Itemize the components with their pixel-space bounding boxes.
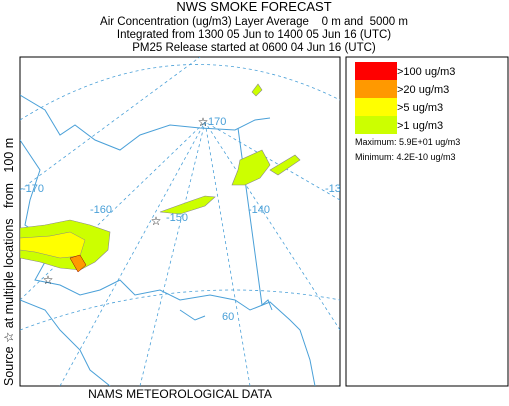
- subtitle: Integrated from 1300 05 Jun to 1400 05 J…: [117, 29, 391, 41]
- map-label: -140: [248, 204, 270, 216]
- subtitle: Air Concentration (ug/m3) Layer Average …: [100, 16, 408, 28]
- graticule: [20, 289, 340, 331]
- legend-label: >5 ug/m3: [397, 102, 443, 114]
- map-label: 170: [208, 116, 226, 128]
- map-label: 60: [222, 311, 234, 323]
- map-label: -130: [325, 183, 347, 195]
- map-label: -150: [166, 212, 188, 224]
- graticule: [204, 121, 340, 201]
- graticule: [20, 121, 206, 301]
- graticule: [20, 64, 340, 121]
- legend-swatch: [355, 98, 397, 116]
- plume: [159, 195, 216, 215]
- legend-label: >1 ug/m3: [397, 120, 443, 132]
- coastline: [20, 299, 111, 386]
- source-star: ☆: [198, 115, 209, 129]
- plume: [269, 154, 301, 176]
- plume: [231, 149, 271, 186]
- side-label: Source ☆ at multiple locations from 100 …: [2, 138, 16, 386]
- source-star: ☆: [151, 214, 162, 228]
- legend-swatch: [355, 80, 397, 98]
- legend-min: Minimum: 4.2E-10 ug/m3: [355, 152, 456, 162]
- legend: Maximum: 5.9E+01 ug/m3 Minimum: 4.2E-10 …: [345, 56, 509, 387]
- coastline: [179, 309, 206, 321]
- source-star: ☆: [43, 273, 54, 287]
- legend-swatch: [355, 116, 397, 134]
- graticule: [59, 121, 206, 386]
- subtitle: PM25 Release started at 0600 04 Jun 16 (…: [132, 42, 376, 54]
- map: ☆ ☆ ☆ 170 -170 -160 -150 -140 -130 60: [19, 56, 347, 387]
- graticule: [204, 121, 340, 331]
- border: [237, 127, 273, 311]
- footer: NAMS METEOROLOGICAL DATA: [88, 387, 272, 401]
- plume: [69, 254, 87, 273]
- graticule: [204, 121, 251, 386]
- legend-max: Maximum: 5.9E+01 ug/m3: [355, 137, 460, 147]
- map-label: -170: [22, 183, 44, 195]
- title: NWS SMOKE FORECAST: [176, 0, 331, 14]
- legend-swatch: [355, 62, 397, 80]
- graticule: [20, 57, 201, 191]
- map-label: -160: [90, 204, 112, 216]
- plume: [251, 83, 263, 97]
- legend-label: >20 ug/m3: [397, 84, 449, 96]
- legend-label: >100 ug/m3: [397, 66, 455, 78]
